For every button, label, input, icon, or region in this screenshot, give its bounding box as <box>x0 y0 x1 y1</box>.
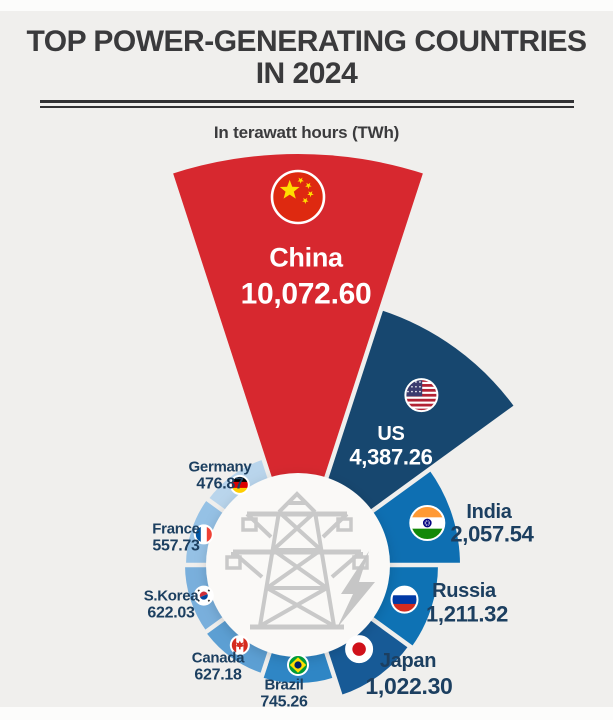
sector-gap <box>167 167 282 509</box>
label-brazil-name: Brazil <box>264 676 303 693</box>
label-china-value: 10,072.60 <box>241 278 372 311</box>
skorea-flag-icon <box>193 585 214 606</box>
lightning-bolt-icon <box>337 551 375 628</box>
brazil-flag-icon <box>287 654 309 676</box>
india-flag-icon <box>409 505 446 541</box>
label-us-value: 4,387.26 <box>349 445 432 470</box>
label-germany-value: 476.87 <box>196 476 244 493</box>
bottom-strip <box>0 707 613 720</box>
label-russia-value: 1,211.32 <box>426 602 508 627</box>
china-flag-icon <box>270 169 326 225</box>
label-japan-name: Japan <box>380 650 436 672</box>
label-skorea-name: S.Korea <box>144 587 200 604</box>
label-india-name: India <box>466 501 512 523</box>
sector-gap <box>314 167 429 509</box>
france-flag-icon <box>193 524 214 545</box>
label-japan-value: 1,022.30 <box>365 673 452 699</box>
transmission-tower-icon <box>225 491 369 630</box>
russia-flag-icon <box>390 585 419 614</box>
top-strip <box>0 0 613 11</box>
label-russia-name: Russia <box>432 580 497 602</box>
label-china-name: China <box>269 242 344 272</box>
header: TOP POWER-GENERATING COUNTRIES IN 2024 In… <box>0 0 613 143</box>
chart-subtitle: In terawatt hours (TWh) <box>213 122 400 142</box>
label-germany-name: Germany <box>189 458 253 475</box>
title-line1: TOP POWER-GENERATING COUNTRIES <box>26 25 587 58</box>
us-flag-icon <box>404 378 439 413</box>
germany-flag-icon <box>229 474 250 495</box>
label-canada-value: 627.18 <box>194 667 242 684</box>
page-title: TOP POWER-GENERATING COUNTRIES IN 2024 <box>0 0 613 91</box>
title-line2: IN 2024 <box>255 57 358 91</box>
sector-gap <box>345 402 521 532</box>
japan-flag-icon <box>345 635 374 664</box>
label-us-name: US <box>377 423 404 445</box>
label-canada-name: Canada <box>192 649 245 666</box>
wedge-china <box>171 153 425 565</box>
canada-flag-icon <box>229 635 250 656</box>
title-divider <box>39 99 574 108</box>
label-france-name: France <box>152 520 199 537</box>
label-india-value: 2,057.54 <box>450 522 534 547</box>
label-skorea-value: 622.03 <box>147 605 195 622</box>
label-france-value: 557.73 <box>152 538 200 555</box>
label-brazil-value: 745.26 <box>260 694 308 711</box>
